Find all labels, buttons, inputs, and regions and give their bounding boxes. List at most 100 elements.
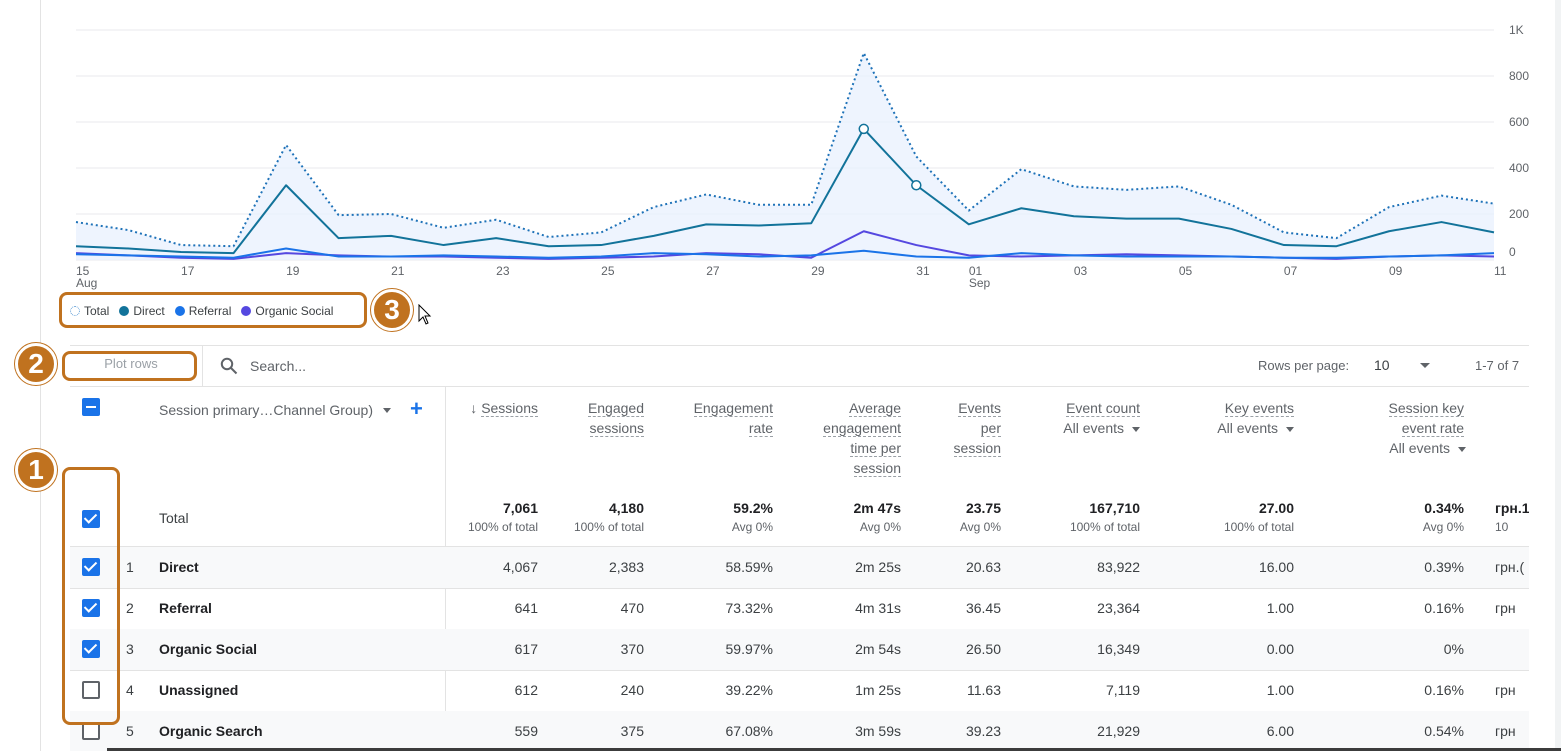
highlighted-point-marker xyxy=(911,180,922,191)
table-row[interactable]: 2 Referral 641 470 73.32% 4m 31s 36.45 23,364 1.… xyxy=(70,588,1529,630)
col-header-key-events[interactable]: Key events All events xyxy=(1217,400,1294,438)
col-header-engagement-rate[interactable]: Engagement rate xyxy=(693,400,773,437)
rows-per-page-caret-icon[interactable] xyxy=(1420,363,1430,368)
cell-engaged-sessions: 2,383 xyxy=(608,559,644,575)
key-events-filter[interactable]: All events xyxy=(1217,418,1294,438)
totals-row: Total 7,061 100% of total 4,180 100% of to… xyxy=(70,492,1529,547)
x-tick-label: 25 xyxy=(601,264,615,278)
mouse-cursor-icon xyxy=(418,304,432,325)
key-events-filter-caret-icon xyxy=(1286,426,1294,432)
add-dimension-icon[interactable]: + xyxy=(410,396,423,421)
cell-events-per-session: 26.50 xyxy=(965,641,1001,657)
total-key-events: 27.00 100% of total xyxy=(1223,500,1294,534)
total-session-key-event-rate: 0.34% Avg 0% xyxy=(1422,500,1464,534)
annotation-badge-1: 1 xyxy=(15,449,57,491)
x-tick-label: 27 xyxy=(706,264,720,278)
legend-total-marker-icon xyxy=(70,306,80,316)
cell-events-per-session: 11.63 xyxy=(967,682,1001,698)
event-count-filter[interactable]: All events xyxy=(1063,418,1140,438)
session-key-event-rate-filter[interactable]: All events xyxy=(1389,438,1466,458)
row-number: 2 xyxy=(126,600,134,616)
series-line-referral xyxy=(75,247,1495,259)
y-tick-label: 800 xyxy=(1509,69,1529,83)
row-channel-name: Unassigned xyxy=(159,682,239,698)
legend-referral-label: Referral xyxy=(188,304,232,318)
total-sessions: 7,061 100% of total xyxy=(467,500,538,534)
table-row[interactable]: 3 Organic Social 617 370 59.97% 2m 54s 26.50 16… xyxy=(70,629,1529,671)
totals-checkbox[interactable] xyxy=(82,510,100,528)
cell-key-events: 1.00 xyxy=(1266,600,1294,616)
x-month-label: Sep xyxy=(969,276,991,290)
row-number: 1 xyxy=(126,559,134,575)
select-all-checkbox[interactable] xyxy=(82,398,100,416)
legend-total-label: Total xyxy=(84,304,110,318)
cell-sessions: 612 xyxy=(514,682,538,698)
table-row[interactable]: 1 Direct 4,067 2,383 58.59% 2m 25s 20.63 83,922… xyxy=(70,547,1529,589)
row-checkbox[interactable] xyxy=(82,558,100,576)
x-tick-label: 07 xyxy=(1284,264,1298,278)
table-toolbar: Plot rows Rows per page: 10 1-7 of 7 xyxy=(70,345,1529,387)
cell-engagement-rate: 73.32% xyxy=(725,600,773,616)
search-icon xyxy=(220,357,238,375)
plot-rows-button[interactable]: Plot rows xyxy=(70,350,192,376)
totals-label: Total xyxy=(159,510,189,526)
dimension-header[interactable]: Session primary…Channel Group) xyxy=(159,402,373,418)
col-header-engaged-sessions[interactable]: Engaged sessions xyxy=(587,400,644,437)
row-checkbox[interactable] xyxy=(82,681,100,699)
cell-engagement-rate: 39.22% xyxy=(725,682,773,698)
cell-session-key-event-rate: 0.39% xyxy=(1424,559,1464,575)
pagination-range: 1-7 of 7 xyxy=(1475,358,1520,373)
col-header-session-key-event-rate[interactable]: Session key event rate All events xyxy=(1388,400,1466,458)
col-header-avg-engagement-time[interactable]: Average engagement time per session xyxy=(823,400,901,477)
legend-direct-marker-icon xyxy=(119,306,130,316)
chart-legend: Total Direct Referral Organic Social xyxy=(70,300,333,322)
cell-avg-engagement-time: 2m 54s xyxy=(855,641,901,657)
cell-key-events: 1.00 xyxy=(1266,682,1294,698)
legend-referral-marker-icon xyxy=(174,306,185,316)
legend-item-total[interactable]: Total xyxy=(70,304,109,318)
table-row[interactable]: 4 Unassigned 612 240 39.22% 1m 25s 11.63 7,119 1… xyxy=(70,670,1529,712)
row-checkbox[interactable] xyxy=(82,640,100,658)
series-line-total xyxy=(75,52,1495,248)
cell-avg-engagement-time: 2m 25s xyxy=(855,559,901,575)
row-checkbox[interactable] xyxy=(82,599,100,617)
cell-event-count: 23,364 xyxy=(1097,600,1140,616)
event-count-filter-caret-icon xyxy=(1132,426,1140,432)
cell-engaged-sessions: 470 xyxy=(620,600,644,616)
cell-engaged-sessions: 375 xyxy=(620,723,644,739)
y-tick-label: 400 xyxy=(1509,161,1529,175)
annotation-box-1 xyxy=(62,467,120,725)
highlighted-point-marker xyxy=(858,123,870,135)
session-key-event-rate-caret-icon xyxy=(1458,446,1466,452)
series-line-direct xyxy=(75,127,1495,255)
dimension-dropdown-caret-icon[interactable] xyxy=(383,408,391,413)
cell-event-count: 21,929 xyxy=(1097,723,1140,739)
col-header-event-count[interactable]: Event count All events xyxy=(1063,400,1140,438)
cell-revenue-clipped: грн.( xyxy=(1495,559,1525,575)
total-event-count: 167,710 100% of total xyxy=(1069,500,1140,534)
legend-item-referral[interactable]: Referral xyxy=(174,304,232,318)
x-month-label: Aug xyxy=(76,276,97,290)
col-header-events-per-session[interactable]: Events per session xyxy=(953,400,1001,457)
annotation-box-2 xyxy=(62,351,197,381)
cell-engaged-sessions: 240 xyxy=(620,682,644,698)
y-tick-label: 1K xyxy=(1509,23,1524,37)
cell-event-count: 16,349 xyxy=(1097,641,1140,657)
search-input[interactable] xyxy=(248,354,652,378)
rows-per-page-select[interactable]: 10 xyxy=(1374,357,1390,373)
cell-avg-engagement-time: 4m 31s xyxy=(855,600,901,616)
table-row[interactable]: 5 Organic Search 559 375 67.08% 3m 59s 39.23 21… xyxy=(70,711,1529,751)
scrollbar-track[interactable] xyxy=(1555,0,1561,751)
legend-item-direct[interactable]: Direct xyxy=(119,304,165,318)
col-header-sessions[interactable]: ↓ Sessions xyxy=(470,400,538,417)
cell-avg-engagement-time: 3m 59s xyxy=(855,723,901,739)
row-channel-name: Organic Social xyxy=(159,641,258,657)
annotation-box-3 xyxy=(59,292,367,328)
legend-item-organic-social[interactable]: Organic Social xyxy=(241,304,333,318)
cell-key-events: 16.00 xyxy=(1258,559,1294,575)
legend-direct-label: Direct xyxy=(133,304,165,318)
x-tick-label: 17 xyxy=(181,264,195,278)
data-table: Session primary…Channel Group) + ↓ Sessio… xyxy=(70,386,1529,751)
cell-events-per-session: 20.63 xyxy=(965,559,1001,575)
sessions-line-chart: 0 200 400 600 800 1K 15 17 19 21 23 25 27 29 31 01 03 05 0… xyxy=(75,23,1529,290)
